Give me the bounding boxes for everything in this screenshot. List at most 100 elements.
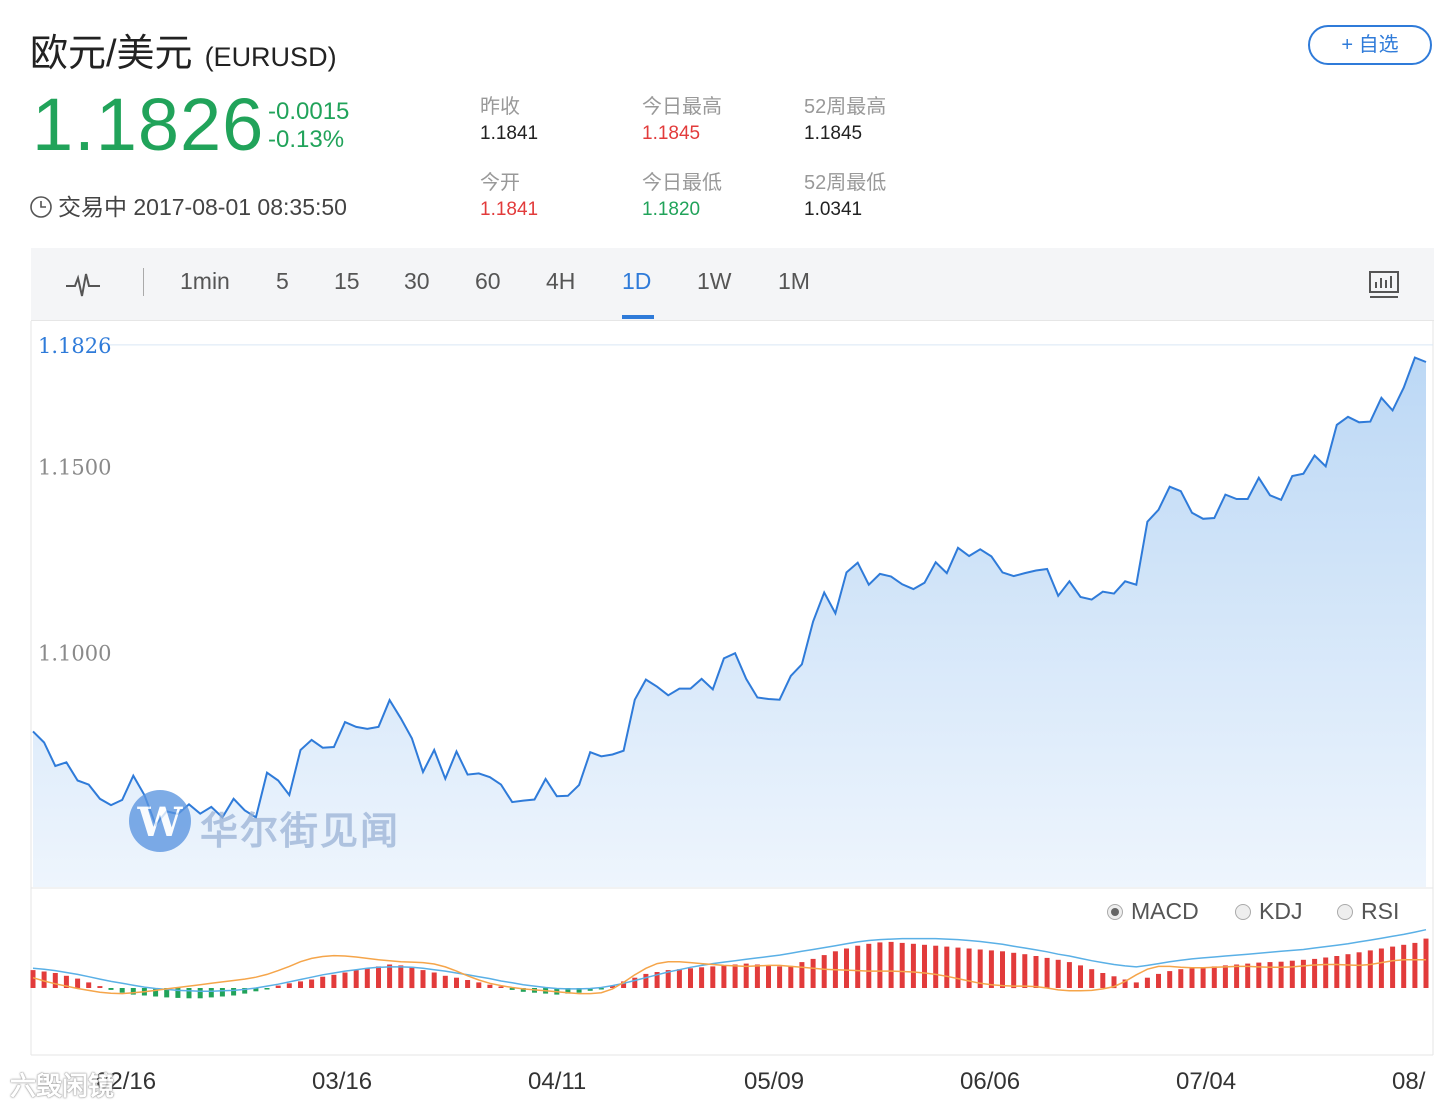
macd-bar (676, 969, 682, 988)
macd-bar (1167, 971, 1173, 988)
macd-bar (632, 977, 638, 988)
macd-bar (231, 988, 237, 996)
macd-bar (130, 988, 136, 995)
macd-bar (320, 976, 326, 988)
macd-bar (1367, 950, 1373, 988)
macd-bar (1245, 963, 1251, 988)
macd-bar (409, 966, 415, 989)
price-line (32, 356, 1427, 827)
macd-bar (331, 974, 337, 988)
status-text: 交易中 2017-08-01 08:35:50 (58, 194, 347, 220)
macd-bar (1066, 962, 1072, 988)
x-tick: 07/04 (1176, 1068, 1237, 1095)
macd-bar (1089, 969, 1095, 988)
macd-bar (1222, 965, 1228, 988)
macd-bar (766, 965, 771, 988)
watermark-text: 华尔街见闻 (200, 808, 401, 853)
macd-bar (97, 986, 103, 988)
indicator-label: MACD (1131, 898, 1199, 924)
indicator-macd[interactable]: MACD (1107, 898, 1199, 925)
tab-15[interactable]: 15 (334, 268, 360, 294)
macd-bar (598, 988, 604, 990)
macd-bar (1000, 951, 1005, 988)
chart-type-icon[interactable] (1368, 270, 1400, 300)
radio-icon (1235, 904, 1251, 920)
tab-1min[interactable]: 1min (180, 268, 230, 294)
macd-bar (922, 944, 927, 988)
macd-bar (1078, 965, 1083, 988)
macd-bar (41, 971, 47, 988)
macd-bar (286, 983, 292, 988)
macd-bar (1312, 958, 1318, 988)
macd-bar (52, 973, 58, 988)
pair-symbol: (EURUSD) (204, 42, 337, 72)
macd-bar (587, 988, 593, 991)
macd-bar (63, 975, 69, 988)
stat-label: 52周最低 (804, 172, 887, 194)
chart-toolbar: 1min 5 15 30 60 4H 1D 1W 1M (31, 248, 1434, 321)
macd-bar (376, 966, 381, 988)
macd-bar (298, 981, 303, 988)
macd-bar (1200, 967, 1206, 988)
macd-bar (966, 948, 972, 988)
macd-bar (208, 988, 214, 998)
x-tick: 04/11 (528, 1068, 587, 1095)
tab-1m[interactable]: 1M (778, 268, 810, 294)
tab-60[interactable]: 60 (475, 268, 501, 294)
stat-label: 昨收 (480, 96, 520, 118)
stat-52w-high: 52周最高 1.1845 (804, 90, 886, 145)
macd-bar (1122, 979, 1128, 988)
macd-bar (988, 950, 994, 988)
tab-30[interactable]: 30 (404, 268, 430, 294)
macd-bar (197, 988, 203, 999)
macd-bar (108, 988, 114, 990)
indicator-rsi[interactable]: RSI (1337, 898, 1399, 925)
macd-bar (1278, 961, 1284, 988)
tab-5[interactable]: 5 (276, 268, 289, 294)
indicator-label: KDJ (1259, 898, 1303, 924)
macd-bar (153, 988, 159, 997)
tab-1d[interactable]: 1D (622, 268, 652, 294)
macd-bar (866, 943, 872, 988)
y-tick: 1.1500 (38, 455, 111, 479)
add-watchlist-button[interactable]: + 自选 (1308, 25, 1432, 65)
macd-bar (944, 946, 950, 988)
x-tick: 06/06 (960, 1068, 1021, 1095)
macd-bar (398, 965, 404, 988)
stat-day-low: 今日最低 1.1820 (642, 166, 722, 221)
macd-bar (1044, 957, 1050, 988)
stat-value: 1.1841 (480, 123, 539, 144)
macd-bar (1055, 959, 1061, 988)
macd-bar (610, 985, 615, 988)
intraday-wave-icon[interactable] (65, 270, 101, 300)
indicator-label: RSI (1361, 898, 1400, 924)
tab-1w[interactable]: 1W (697, 268, 732, 294)
macd-bar (242, 988, 248, 994)
macd-bar (164, 988, 170, 998)
tab-4h[interactable]: 4H (546, 268, 576, 294)
stat-day-high: 今日最高 1.1845 (642, 90, 722, 145)
macd-bar (1345, 954, 1351, 988)
macd-bar (1211, 966, 1217, 988)
stat-value: 1.1845 (642, 123, 701, 144)
macd-bar (810, 958, 816, 988)
macd-dif-line (32, 928, 1427, 993)
macd-bar (1234, 964, 1240, 988)
macd-bar (1300, 959, 1306, 988)
x-tick: 03/16 (312, 1068, 373, 1095)
macd-bar (933, 945, 939, 988)
active-tab-underline (622, 315, 654, 319)
stat-open: 今开 1.1841 (480, 166, 538, 221)
macd-bar (186, 988, 192, 999)
x-tick: 02/16 (96, 1068, 157, 1095)
macd-bar (799, 962, 805, 988)
macd-bar (387, 964, 393, 988)
macd-bar (1022, 954, 1028, 988)
x-tick: 05/09 (744, 1068, 805, 1095)
indicator-kdj[interactable]: KDJ (1235, 898, 1302, 925)
macd-bar (732, 964, 738, 988)
y-tick: 1.1000 (38, 641, 111, 665)
macd-bar (565, 988, 571, 994)
stat-prev-close: 昨收 1.1841 (480, 90, 538, 145)
